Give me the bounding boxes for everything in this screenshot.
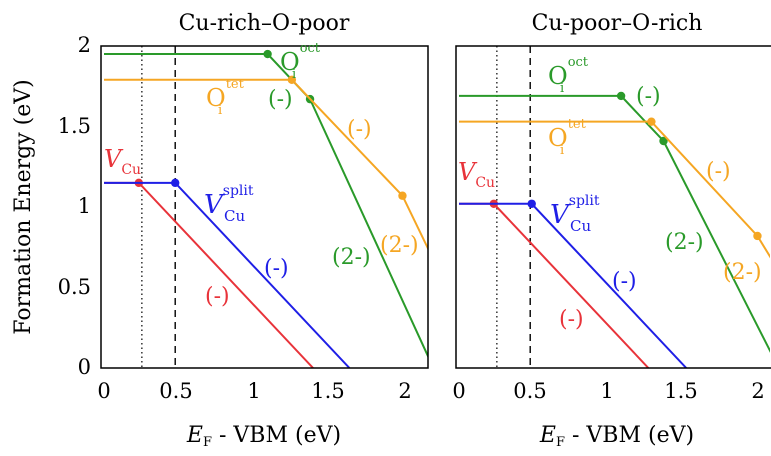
- y-tick-label: 1: [78, 194, 91, 218]
- label-v-cu: VCu: [458, 158, 495, 191]
- label-v-cu-split: Vsplit Cu: [550, 193, 600, 235]
- series-layer: [104, 46, 428, 368]
- plot-frame: [455, 45, 771, 369]
- panel-title: Cu-rich–O-poor: [179, 11, 350, 36]
- y-tick-label: 0.5: [58, 275, 91, 299]
- x-tick-label: 0.5: [159, 379, 192, 403]
- x-tick-label: 0: [97, 379, 110, 403]
- series-line-o-i-tet: [104, 78, 428, 251]
- panel-title: Cu-poor–O-rich: [532, 11, 703, 36]
- charge-label: (2-): [665, 230, 704, 255]
- transition-point: [287, 75, 297, 85]
- charge-label: (-): [559, 307, 584, 332]
- transition-point: [647, 117, 656, 126]
- transition-point: [753, 231, 762, 241]
- label-o-tet: Otet i: [206, 77, 245, 118]
- x-axis-label: EF - VBM (eV): [539, 423, 694, 450]
- charge-label: (-): [706, 159, 731, 184]
- charge-label: (-): [612, 269, 637, 294]
- label-v-cu: VCu: [104, 145, 141, 178]
- x-tick-label: 1: [600, 379, 613, 403]
- x-tick-label: 1.5: [664, 379, 697, 403]
- label-o-tet: Otet i: [548, 117, 587, 158]
- series-line-o-i-oct: [459, 94, 770, 353]
- charge-label: (2-): [380, 233, 419, 258]
- x-tick-label: 2: [751, 379, 764, 403]
- x-tick-label: 2: [398, 379, 411, 403]
- charge-label: (-): [264, 256, 289, 281]
- charge-label: (-): [347, 117, 372, 142]
- transition-point: [398, 191, 407, 200]
- x-tick-label: 0: [452, 379, 465, 403]
- series-line-o-i-oct: [104, 53, 428, 359]
- y-tick-label: 0: [78, 355, 91, 379]
- y-tick-label: 2: [78, 33, 91, 57]
- x-tick-label: 0.5: [513, 379, 546, 403]
- series-layer: [459, 46, 770, 368]
- y-axis-label: Formation Energy (eV): [11, 79, 36, 334]
- transition-point: [263, 49, 272, 59]
- panel-cu-poor-o-rich: Cu-poor–O-rich 0 0.5 1 1.5 2 EF - VBM (e…: [452, 11, 771, 450]
- plot-frame: [100, 45, 429, 369]
- panel-cu-rich-o-poor: Cu-rich–O-poor 0 0.5 1 1.5 2 0 0.5 1 1.5…: [58, 11, 429, 450]
- x-tick-label: 1.5: [311, 379, 344, 403]
- charge-label: (-): [636, 84, 661, 109]
- x-tick-label: 1: [247, 379, 260, 403]
- label-o-oct: Ooct i: [548, 55, 589, 96]
- x-axis-label: EF - VBM (eV): [186, 423, 341, 450]
- transition-point: [659, 136, 668, 146]
- transition-point: [616, 91, 626, 101]
- charge-label: (2-): [723, 260, 762, 285]
- y-tick-label: 1.5: [58, 114, 91, 138]
- series-line-o-i-tet: [459, 120, 770, 259]
- charge-label: (-): [268, 87, 293, 112]
- charge-label: (2-): [332, 245, 371, 270]
- transition-point: [171, 178, 180, 188]
- charge-label: (-): [205, 284, 230, 309]
- label-o-oct: Ooct i: [280, 41, 321, 82]
- label-v-cu-split: Vsplit Cu: [204, 183, 254, 225]
- transition-point: [527, 199, 536, 208]
